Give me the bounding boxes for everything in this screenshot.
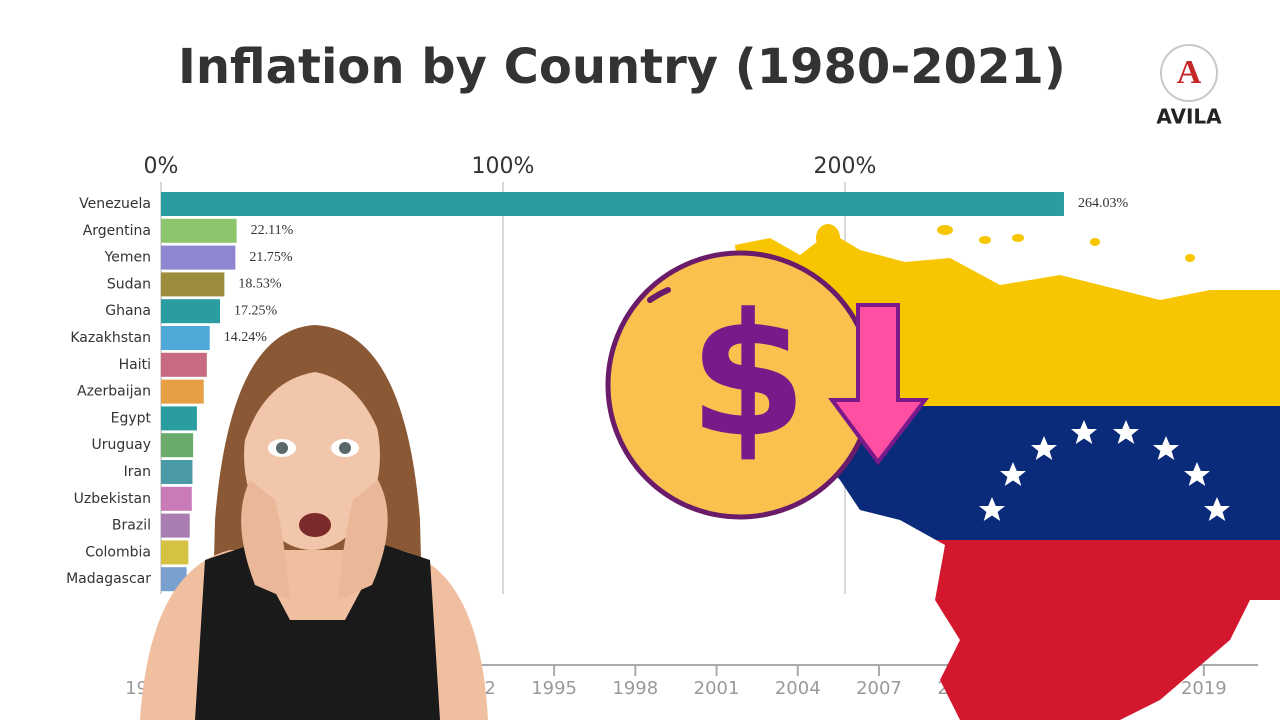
bar <box>161 379 204 404</box>
brand-logo: A AVILA <box>1156 44 1222 129</box>
category-label: Yemen <box>104 250 151 266</box>
category-label: Ghana <box>105 303 151 319</box>
chart-title: Inflation by Country (1980-2021) <box>178 39 1066 95</box>
value-label: 22.11% <box>251 223 294 238</box>
category-label: Uzbekistan <box>74 491 151 507</box>
bar <box>161 352 207 377</box>
x-tick-label: 100% <box>472 154 535 179</box>
bar <box>161 326 210 350</box>
x-tick-label: 200% <box>814 154 877 179</box>
bar <box>161 218 237 243</box>
category-label: Madagascar <box>66 571 151 587</box>
bar <box>161 192 1064 216</box>
value-label: 264.03% <box>1078 196 1129 211</box>
brand-name: AVILA <box>1156 105 1222 129</box>
islands <box>816 224 1195 262</box>
coin: $ <box>605 250 875 520</box>
bar <box>161 406 197 431</box>
category-label: Azerbaijan <box>77 384 151 400</box>
category-label: Uruguay <box>92 437 152 453</box>
coin-symbol: $ <box>689 277 807 475</box>
x-tick-label: 0% <box>144 154 179 179</box>
bar <box>161 460 193 484</box>
bar <box>161 540 189 565</box>
bar <box>161 433 194 458</box>
bar <box>161 272 225 297</box>
category-label: Venezuela <box>79 196 151 212</box>
value-label: 18.53% <box>238 277 282 292</box>
value-label: 21.75% <box>249 250 293 265</box>
logo-letter: A <box>1177 54 1202 91</box>
bar <box>161 513 190 538</box>
category-label: Kazakhstan <box>70 330 151 346</box>
bar <box>161 299 220 324</box>
timeline-label: 2004 <box>775 678 821 699</box>
category-label: Egypt <box>111 410 152 426</box>
timeline-label: 2007 <box>856 678 902 699</box>
timeline-label: 2019 <box>1181 678 1227 699</box>
category-label: Haiti <box>119 357 151 373</box>
timeline-label: 1995 <box>531 678 577 699</box>
category-label: Colombia <box>85 544 151 560</box>
category-label: Sudan <box>107 276 151 292</box>
category-label: Iran <box>124 464 151 480</box>
bar <box>161 245 236 270</box>
timeline-label: 2001 <box>694 678 740 699</box>
down-arrow <box>828 303 930 466</box>
timeline-label: 1998 <box>612 678 658 699</box>
surprised-woman <box>140 325 488 720</box>
category-label: Argentina <box>83 223 151 239</box>
category-label: Brazil <box>112 518 151 534</box>
value-label: 14.24% <box>224 330 268 345</box>
logo-ring <box>1160 44 1218 102</box>
bar <box>161 486 192 511</box>
value-label: 17.25% <box>234 303 278 318</box>
